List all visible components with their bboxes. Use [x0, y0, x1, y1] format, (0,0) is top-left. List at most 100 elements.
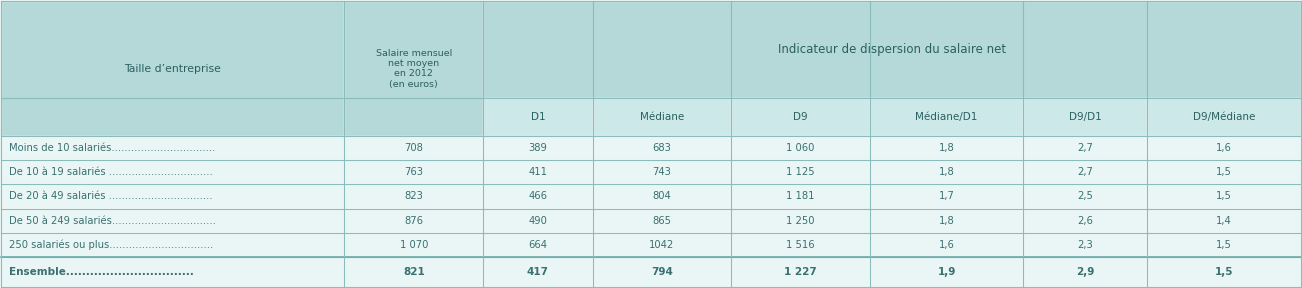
Text: 1,8: 1,8: [939, 167, 954, 177]
Text: 1 516: 1 516: [786, 240, 815, 250]
Text: 490: 490: [529, 216, 547, 226]
FancyBboxPatch shape: [732, 98, 870, 136]
FancyBboxPatch shape: [1023, 98, 1147, 136]
FancyBboxPatch shape: [732, 209, 870, 233]
Text: Indicateur de dispersion du salaire net: Indicateur de dispersion du salaire net: [777, 43, 1006, 56]
Text: 2,6: 2,6: [1077, 216, 1094, 226]
Text: Taille d’entreprise: Taille d’entreprise: [125, 64, 221, 74]
Text: 2,5: 2,5: [1077, 192, 1094, 202]
Text: 417: 417: [527, 267, 549, 277]
Text: 250 salariés ou plus................................: 250 salariés ou plus....................…: [9, 240, 214, 250]
FancyBboxPatch shape: [483, 98, 592, 136]
Text: 1,8: 1,8: [939, 143, 954, 153]
Text: 1,5: 1,5: [1215, 267, 1233, 277]
Text: Moins de 10 salariés................................: Moins de 10 salariés....................…: [9, 143, 216, 153]
Text: 466: 466: [529, 192, 547, 202]
FancyBboxPatch shape: [483, 1, 1301, 98]
FancyBboxPatch shape: [1, 136, 345, 160]
FancyBboxPatch shape: [1, 184, 345, 209]
FancyBboxPatch shape: [1147, 98, 1301, 136]
FancyBboxPatch shape: [732, 257, 870, 287]
Text: 865: 865: [652, 216, 672, 226]
FancyBboxPatch shape: [345, 233, 483, 257]
FancyBboxPatch shape: [483, 257, 592, 287]
FancyBboxPatch shape: [1147, 184, 1301, 209]
FancyBboxPatch shape: [870, 233, 1023, 257]
Text: 823: 823: [405, 192, 423, 202]
Text: 2,3: 2,3: [1078, 240, 1094, 250]
Text: 389: 389: [529, 143, 547, 153]
Text: 1,7: 1,7: [939, 192, 954, 202]
FancyBboxPatch shape: [1023, 136, 1147, 160]
Text: 1 070: 1 070: [400, 240, 428, 250]
FancyBboxPatch shape: [592, 136, 732, 160]
Text: 683: 683: [652, 143, 672, 153]
FancyBboxPatch shape: [1147, 160, 1301, 184]
Text: Médiane: Médiane: [639, 112, 684, 122]
FancyBboxPatch shape: [870, 209, 1023, 233]
Text: 1,6: 1,6: [939, 240, 954, 250]
FancyBboxPatch shape: [870, 257, 1023, 287]
Text: 876: 876: [405, 216, 423, 226]
Text: Salaire mensuel
net moyen
en 2012
(en euros): Salaire mensuel net moyen en 2012 (en eu…: [376, 49, 452, 89]
FancyBboxPatch shape: [1023, 160, 1147, 184]
FancyBboxPatch shape: [1, 233, 345, 257]
FancyBboxPatch shape: [483, 209, 592, 233]
FancyBboxPatch shape: [1023, 233, 1147, 257]
FancyBboxPatch shape: [1147, 209, 1301, 233]
FancyBboxPatch shape: [483, 233, 592, 257]
FancyBboxPatch shape: [345, 209, 483, 233]
Text: 664: 664: [529, 240, 547, 250]
Text: 743: 743: [652, 167, 672, 177]
FancyBboxPatch shape: [870, 98, 1023, 136]
FancyBboxPatch shape: [732, 233, 870, 257]
FancyBboxPatch shape: [732, 136, 870, 160]
Text: 794: 794: [651, 267, 673, 277]
Text: 411: 411: [529, 167, 547, 177]
Text: 1 181: 1 181: [786, 192, 815, 202]
Text: 1,8: 1,8: [939, 216, 954, 226]
FancyBboxPatch shape: [1147, 233, 1301, 257]
FancyBboxPatch shape: [345, 160, 483, 184]
Text: 2,9: 2,9: [1077, 267, 1095, 277]
FancyBboxPatch shape: [1, 209, 345, 233]
FancyBboxPatch shape: [345, 136, 483, 160]
Text: 1 250: 1 250: [786, 216, 815, 226]
Text: 804: 804: [652, 192, 672, 202]
Text: 1,4: 1,4: [1216, 216, 1232, 226]
FancyBboxPatch shape: [592, 184, 732, 209]
Text: D9: D9: [793, 112, 809, 122]
Text: D9/Médiane: D9/Médiane: [1193, 112, 1255, 122]
FancyBboxPatch shape: [1023, 184, 1147, 209]
Text: 1 227: 1 227: [784, 267, 816, 277]
FancyBboxPatch shape: [732, 160, 870, 184]
Text: D1: D1: [530, 112, 546, 122]
Text: 1 125: 1 125: [786, 167, 815, 177]
FancyBboxPatch shape: [1147, 257, 1301, 287]
FancyBboxPatch shape: [732, 184, 870, 209]
FancyBboxPatch shape: [870, 160, 1023, 184]
FancyBboxPatch shape: [870, 136, 1023, 160]
FancyBboxPatch shape: [592, 98, 732, 136]
Text: 1,5: 1,5: [1216, 192, 1232, 202]
Text: De 50 à 249 salariés................................: De 50 à 249 salariés....................…: [9, 216, 216, 226]
FancyBboxPatch shape: [483, 184, 592, 209]
Text: De 20 à 49 salariés ................................: De 20 à 49 salariés ....................…: [9, 192, 212, 202]
Text: 1,6: 1,6: [1216, 143, 1232, 153]
Text: 1,5: 1,5: [1216, 240, 1232, 250]
FancyBboxPatch shape: [592, 209, 732, 233]
FancyBboxPatch shape: [483, 160, 592, 184]
Text: 821: 821: [402, 267, 424, 277]
FancyBboxPatch shape: [345, 257, 483, 287]
Text: 1,5: 1,5: [1216, 167, 1232, 177]
FancyBboxPatch shape: [870, 184, 1023, 209]
FancyBboxPatch shape: [345, 1, 483, 136]
FancyBboxPatch shape: [592, 233, 732, 257]
FancyBboxPatch shape: [1, 1, 345, 136]
Text: 1 060: 1 060: [786, 143, 815, 153]
Text: 1042: 1042: [650, 240, 674, 250]
FancyBboxPatch shape: [592, 257, 732, 287]
FancyBboxPatch shape: [1, 160, 345, 184]
FancyBboxPatch shape: [345, 184, 483, 209]
Text: D9/D1: D9/D1: [1069, 112, 1101, 122]
